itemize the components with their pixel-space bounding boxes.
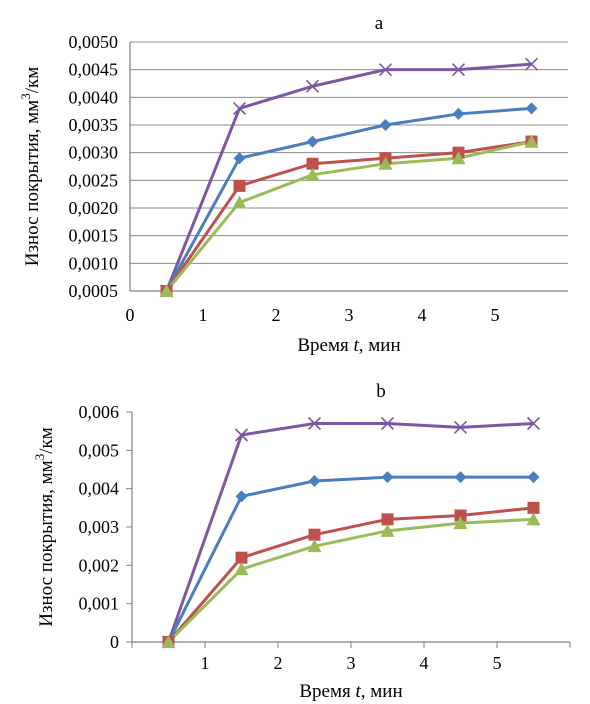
data-point-diamond xyxy=(380,119,392,131)
x-tick-label: 5 xyxy=(491,305,500,325)
series-line-cross xyxy=(167,64,532,291)
data-point-diamond xyxy=(526,102,538,114)
data-point-square xyxy=(236,552,248,564)
data-point-square xyxy=(382,513,394,525)
series-line-square xyxy=(167,142,532,291)
series-line-diamond xyxy=(169,477,534,642)
chart-a: a 0,0005 0,0010 0,0015 0,0020 0,0025 0,0030 0,0… xyxy=(18,13,568,356)
y-axis-label: Износ покрытия, мм3/км xyxy=(32,427,57,627)
y-tick-label: 0,0045 xyxy=(69,60,119,80)
data-point-diamond xyxy=(455,471,467,483)
y-tick-label: 0,003 xyxy=(79,517,120,537)
data-point-diamond xyxy=(528,471,540,483)
x-tick-label: 3 xyxy=(345,305,354,325)
y-tick-label: 0,0030 xyxy=(69,143,119,163)
data-point-diamond xyxy=(309,475,321,487)
x-tick-label: 4 xyxy=(418,305,427,325)
y-tick-label: 0,0005 xyxy=(69,281,119,301)
x-tick-label: 4 xyxy=(420,653,429,673)
y-tick-label: 0,0010 xyxy=(69,253,119,273)
x-tick-label: 2 xyxy=(274,653,283,673)
series-line-square xyxy=(169,508,534,642)
x-tick-label: 2 xyxy=(272,305,281,325)
x-tick-label: 0 xyxy=(126,305,135,325)
y-tick-label: 0,001 xyxy=(79,594,120,614)
chart-title: b xyxy=(376,381,386,402)
x-tick-label: 1 xyxy=(201,653,210,673)
x-tick-label: 1 xyxy=(199,305,208,325)
data-point-diamond xyxy=(382,471,394,483)
y-tick-label: 0,0020 xyxy=(69,198,119,218)
x-tick-label: 3 xyxy=(347,653,356,673)
y-tick-label: 0,006 xyxy=(79,402,120,422)
data-point-square xyxy=(309,529,321,541)
data-point-diamond xyxy=(234,152,246,164)
x-axis-label: Время t, мин xyxy=(297,335,400,356)
y-axis-label: Износ покрытия, мм3/км xyxy=(18,67,43,267)
y-tick-label: 0,002 xyxy=(79,555,120,575)
x-tick-label: 5 xyxy=(493,653,502,673)
data-point-square xyxy=(528,502,540,514)
series-line-triangle xyxy=(167,142,532,291)
chart-title: a xyxy=(375,13,384,34)
y-tick-label: 0,0025 xyxy=(69,170,119,190)
y-tick-label: 0,004 xyxy=(79,479,120,499)
data-point-diamond xyxy=(307,136,319,148)
x-axis-label: Время t, мин xyxy=(299,681,402,702)
y-tick-label: 0,0050 xyxy=(69,32,119,52)
y-tick-label: 0,005 xyxy=(79,440,120,460)
y-tick-label: 0,0040 xyxy=(69,87,119,107)
data-point-diamond xyxy=(236,490,248,502)
y-tick-label: 0,0015 xyxy=(69,226,119,246)
chart-b: b 0 0,001 0,002 0,003 0,004 0,005 0,006 1 2 3 4 5 Вре… xyxy=(32,381,570,702)
data-point-square xyxy=(234,180,246,192)
y-tick-label: 0 xyxy=(110,632,119,652)
y-tick-label: 0,0035 xyxy=(69,115,119,135)
data-point-diamond xyxy=(453,108,465,120)
